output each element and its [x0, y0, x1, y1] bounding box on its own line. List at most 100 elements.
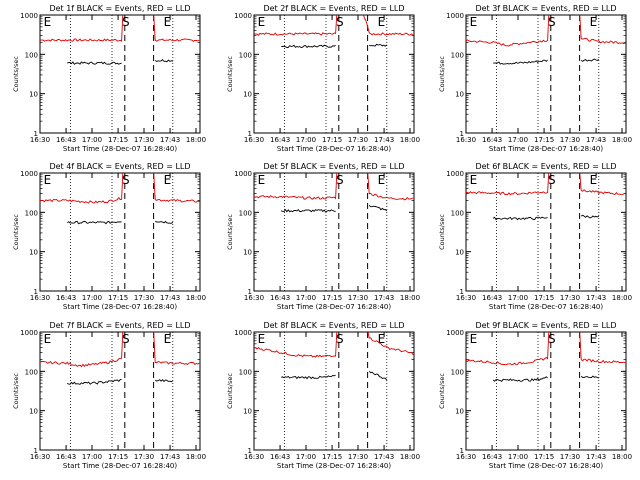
y-tick-label: 1000 — [446, 329, 464, 337]
y-tick-label: 1000 — [234, 329, 252, 337]
y-tick-label: 1 — [248, 447, 252, 455]
x-tick-label: 17:43 — [160, 136, 180, 144]
x-tick-label: 16:43 — [482, 294, 502, 302]
x-tick-label: 16:30 — [244, 136, 264, 144]
event-marker: E — [164, 173, 172, 187]
x-tick-label: 17:00 — [508, 136, 528, 144]
x-tick-label: 17:15 — [322, 453, 342, 461]
event-marker: E — [44, 15, 52, 29]
x-tick-label: 17:30 — [134, 453, 154, 461]
y-axis-label: Counts/sec — [226, 56, 234, 92]
y-tick-label: 1 — [34, 130, 38, 138]
event-marker: S — [548, 332, 556, 346]
y-tick-label: 100 — [25, 51, 38, 59]
chart-title: Det 5f BLACK = Events, RED = LLD — [263, 162, 404, 171]
chart-panel: Det 5f BLACK = Events, RED = LLD E S E 1 10 10… — [226, 162, 420, 311]
x-axis-label: Start Time (28-Dec-07 16:28:40) — [489, 462, 603, 470]
x-tick-label: 18:00 — [186, 453, 206, 461]
chart-panel: Det 1f BLACK = Events, RED = LLD E S E 1 10 10… — [12, 4, 206, 153]
y-axis-label: Counts/sec — [438, 373, 446, 409]
y-axis-label: Counts/sec — [438, 214, 446, 250]
y-axis-label: Counts/sec — [12, 373, 20, 409]
plot-frame — [253, 331, 415, 451]
chart-title: Det 8f BLACK = Events, RED = LLD — [263, 321, 404, 330]
plot-frame — [39, 172, 201, 292]
x-tick-label: 16:30 — [456, 453, 476, 461]
plot-frame — [253, 172, 415, 292]
event-marker: E — [378, 332, 386, 346]
red-series-line — [254, 173, 414, 201]
red-series-line — [466, 173, 626, 196]
y-tick-label: 10 — [243, 249, 252, 257]
red-series-line — [40, 332, 200, 368]
y-tick-label: 100 — [239, 51, 252, 59]
x-tick-label: 18:00 — [186, 294, 206, 302]
chart-title: Det 7f BLACK = Events, RED = LLD — [49, 321, 190, 330]
chart-title: Det 1f BLACK = Events, RED = LLD — [49, 4, 190, 13]
chart-title: Det 9f BLACK = Events, RED = LLD — [475, 321, 616, 330]
event-marker: E — [378, 15, 386, 29]
x-tick-label: 17:43 — [374, 136, 394, 144]
y-tick-label: 1000 — [446, 12, 464, 20]
event-marker: E — [378, 173, 386, 187]
black-series-line — [368, 370, 388, 381]
black-series-line — [492, 376, 548, 382]
chart-panel: Det 9f BLACK = Events, RED = LLD E S E 1 10 10… — [438, 321, 632, 470]
x-tick-label: 17:43 — [586, 136, 606, 144]
x-tick-label: 16:43 — [270, 136, 290, 144]
chart-panel: Det 2f BLACK = Events, RED = LLD E S E 1 10 10… — [226, 4, 420, 153]
event-marker: S — [336, 15, 344, 29]
chart-title: Det 3f BLACK = Events, RED = LLD — [475, 4, 616, 13]
event-marker: E — [470, 332, 478, 346]
y-tick-label: 1 — [34, 447, 38, 455]
red-series-line — [254, 15, 414, 36]
x-tick-label: 17:00 — [296, 453, 316, 461]
event-marker: E — [590, 173, 598, 187]
y-tick-label: 1 — [34, 288, 38, 296]
x-tick-label: 17:30 — [348, 453, 368, 461]
event-marker: E — [44, 332, 52, 346]
y-tick-label: 100 — [25, 209, 38, 217]
x-tick-label: 16:43 — [270, 453, 290, 461]
plot-frame — [39, 14, 201, 134]
event-marker: E — [164, 15, 172, 29]
plot-frame — [253, 14, 415, 134]
x-tick-label: 17:00 — [82, 453, 102, 461]
event-marker: S — [122, 332, 130, 346]
x-tick-label: 16:30 — [30, 453, 50, 461]
black-series-line — [369, 43, 388, 47]
x-tick-label: 16:43 — [482, 453, 502, 461]
x-axis-label: Start Time (28-Dec-07 16:28:40) — [489, 145, 603, 153]
chart-title: Det 2f BLACK = Events, RED = LLD — [263, 4, 404, 13]
x-tick-label: 16:43 — [270, 294, 290, 302]
x-tick-label: 17:00 — [508, 453, 528, 461]
x-tick-label: 17:30 — [134, 294, 154, 302]
x-tick-label: 17:30 — [348, 136, 368, 144]
y-tick-label: 100 — [239, 368, 252, 376]
x-tick-label: 16:30 — [244, 453, 264, 461]
event-marker: E — [164, 332, 172, 346]
event-marker: E — [258, 173, 266, 187]
event-marker: E — [470, 173, 478, 187]
event-marker: S — [336, 332, 344, 346]
x-axis-label: Start Time (28-Dec-07 16:28:40) — [277, 303, 391, 311]
y-tick-label: 1 — [460, 288, 464, 296]
y-tick-label: 100 — [25, 368, 38, 376]
y-tick-label: 100 — [239, 209, 252, 217]
x-axis-label: Start Time (28-Dec-07 16:28:40) — [63, 145, 177, 153]
y-tick-label: 1000 — [234, 12, 252, 20]
black-series-line — [580, 375, 599, 379]
x-tick-label: 17:15 — [108, 294, 128, 302]
plot-frame — [465, 331, 627, 451]
black-series-line — [154, 379, 174, 383]
plot-frame — [39, 331, 201, 451]
x-tick-label: 16:30 — [30, 294, 50, 302]
chart-panel: Det 6f BLACK = Events, RED = LLD E S E 1 10 10… — [438, 162, 632, 311]
x-tick-label: 17:00 — [296, 294, 316, 302]
x-tick-label: 17:30 — [560, 294, 580, 302]
x-tick-label: 16:30 — [30, 136, 50, 144]
chart-panel: Det 7f BLACK = Events, RED = LLD E S E 1 10 10… — [12, 321, 206, 470]
y-tick-label: 1 — [460, 130, 464, 138]
red-series-line — [40, 15, 200, 42]
y-tick-label: 1 — [248, 130, 252, 138]
